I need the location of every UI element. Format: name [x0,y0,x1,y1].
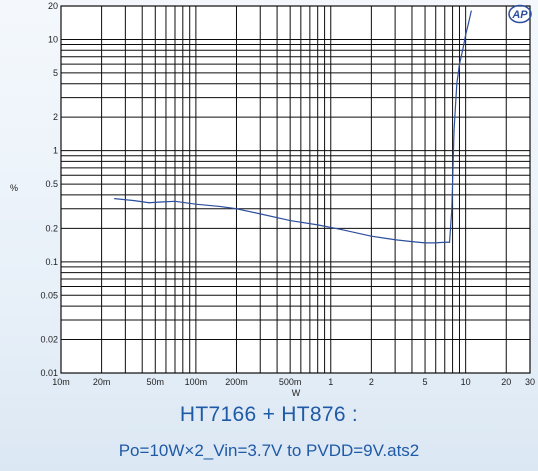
thd-chart: 10m 20m 50m 100m 200m 500m 1 2 5 10 20 30 0.010.020… [10,1,535,398]
series-point [114,198,116,200]
series-point [340,228,343,231]
series-point [289,219,291,222]
series-point [148,202,150,204]
x-tick-label: 10m [52,377,70,387]
series-point [448,241,451,243]
series-point [424,242,426,244]
series-point [444,241,446,243]
series-point [467,22,470,24]
series-point [174,200,176,202]
grid [60,5,531,374]
ap-logo-text: AP [511,9,528,21]
x-tick-label: 20 [501,377,511,387]
series-point [370,235,372,237]
x-tick-label: 20m [93,377,111,387]
x-tick-label: 2 [369,377,374,387]
x-tick-label: 50m [147,377,165,387]
x-tick-label: 500m [279,377,302,387]
y-tick-label: 0.05 [40,290,58,300]
y-axis-label: % [10,183,18,193]
y-tick-label: 0.1 [45,257,58,267]
y-tick-label: 10 [48,34,58,44]
series-point [462,49,464,51]
series-point [235,208,238,210]
ap-logo: AP [508,4,532,24]
y-tick-label: 5 [53,68,58,78]
series-point [456,83,458,85]
y-tick-label: 20 [48,1,58,11]
plot-frame [60,5,531,374]
y-tick-label: 0.5 [45,179,58,189]
series-point [317,224,319,226]
series-point [411,241,413,243]
y-tick-label: 0.02 [40,335,58,345]
x-tick-label: 1 [328,377,333,387]
series-point [160,201,162,203]
y-tick-labels: 0.01 0.02 0.05 0.1 0.2 0.5 1 2 5 10 20 [40,1,58,378]
x-tick-label: 10 [461,377,471,387]
chart-caption-subtitle: Po=10W×2_Vin=3.7V to PVDD=9V.ats2 [118,441,420,460]
x-tick-labels: 10m 20m 50m 100m 200m 500m 1 2 5 10 20 30 [52,377,535,387]
series-group [114,10,472,244]
series-point [195,203,197,205]
series-point [133,200,135,202]
series-point [394,239,396,241]
chart-caption-title: HT7166 + HT876 : [179,403,359,426]
x-tick-label: 100m [185,377,208,387]
x-tick-label: 30 [525,377,535,387]
y-tick-label: 0.2 [45,223,58,233]
series-point [435,242,437,244]
x-tick-label: 200m [225,377,248,387]
series-point [451,208,453,210]
series-point [470,10,472,12]
y-tick-label: 2 [53,112,58,122]
series-point [458,63,461,65]
x-axis-label: W [292,388,301,398]
series-point [453,130,455,132]
series-point [465,34,467,36]
x-tick-label: 5 [423,377,428,387]
series-point [219,205,221,208]
y-tick-label: 0.01 [40,368,58,378]
series-point [259,213,261,215]
y-tick-label: 1 [53,146,58,156]
